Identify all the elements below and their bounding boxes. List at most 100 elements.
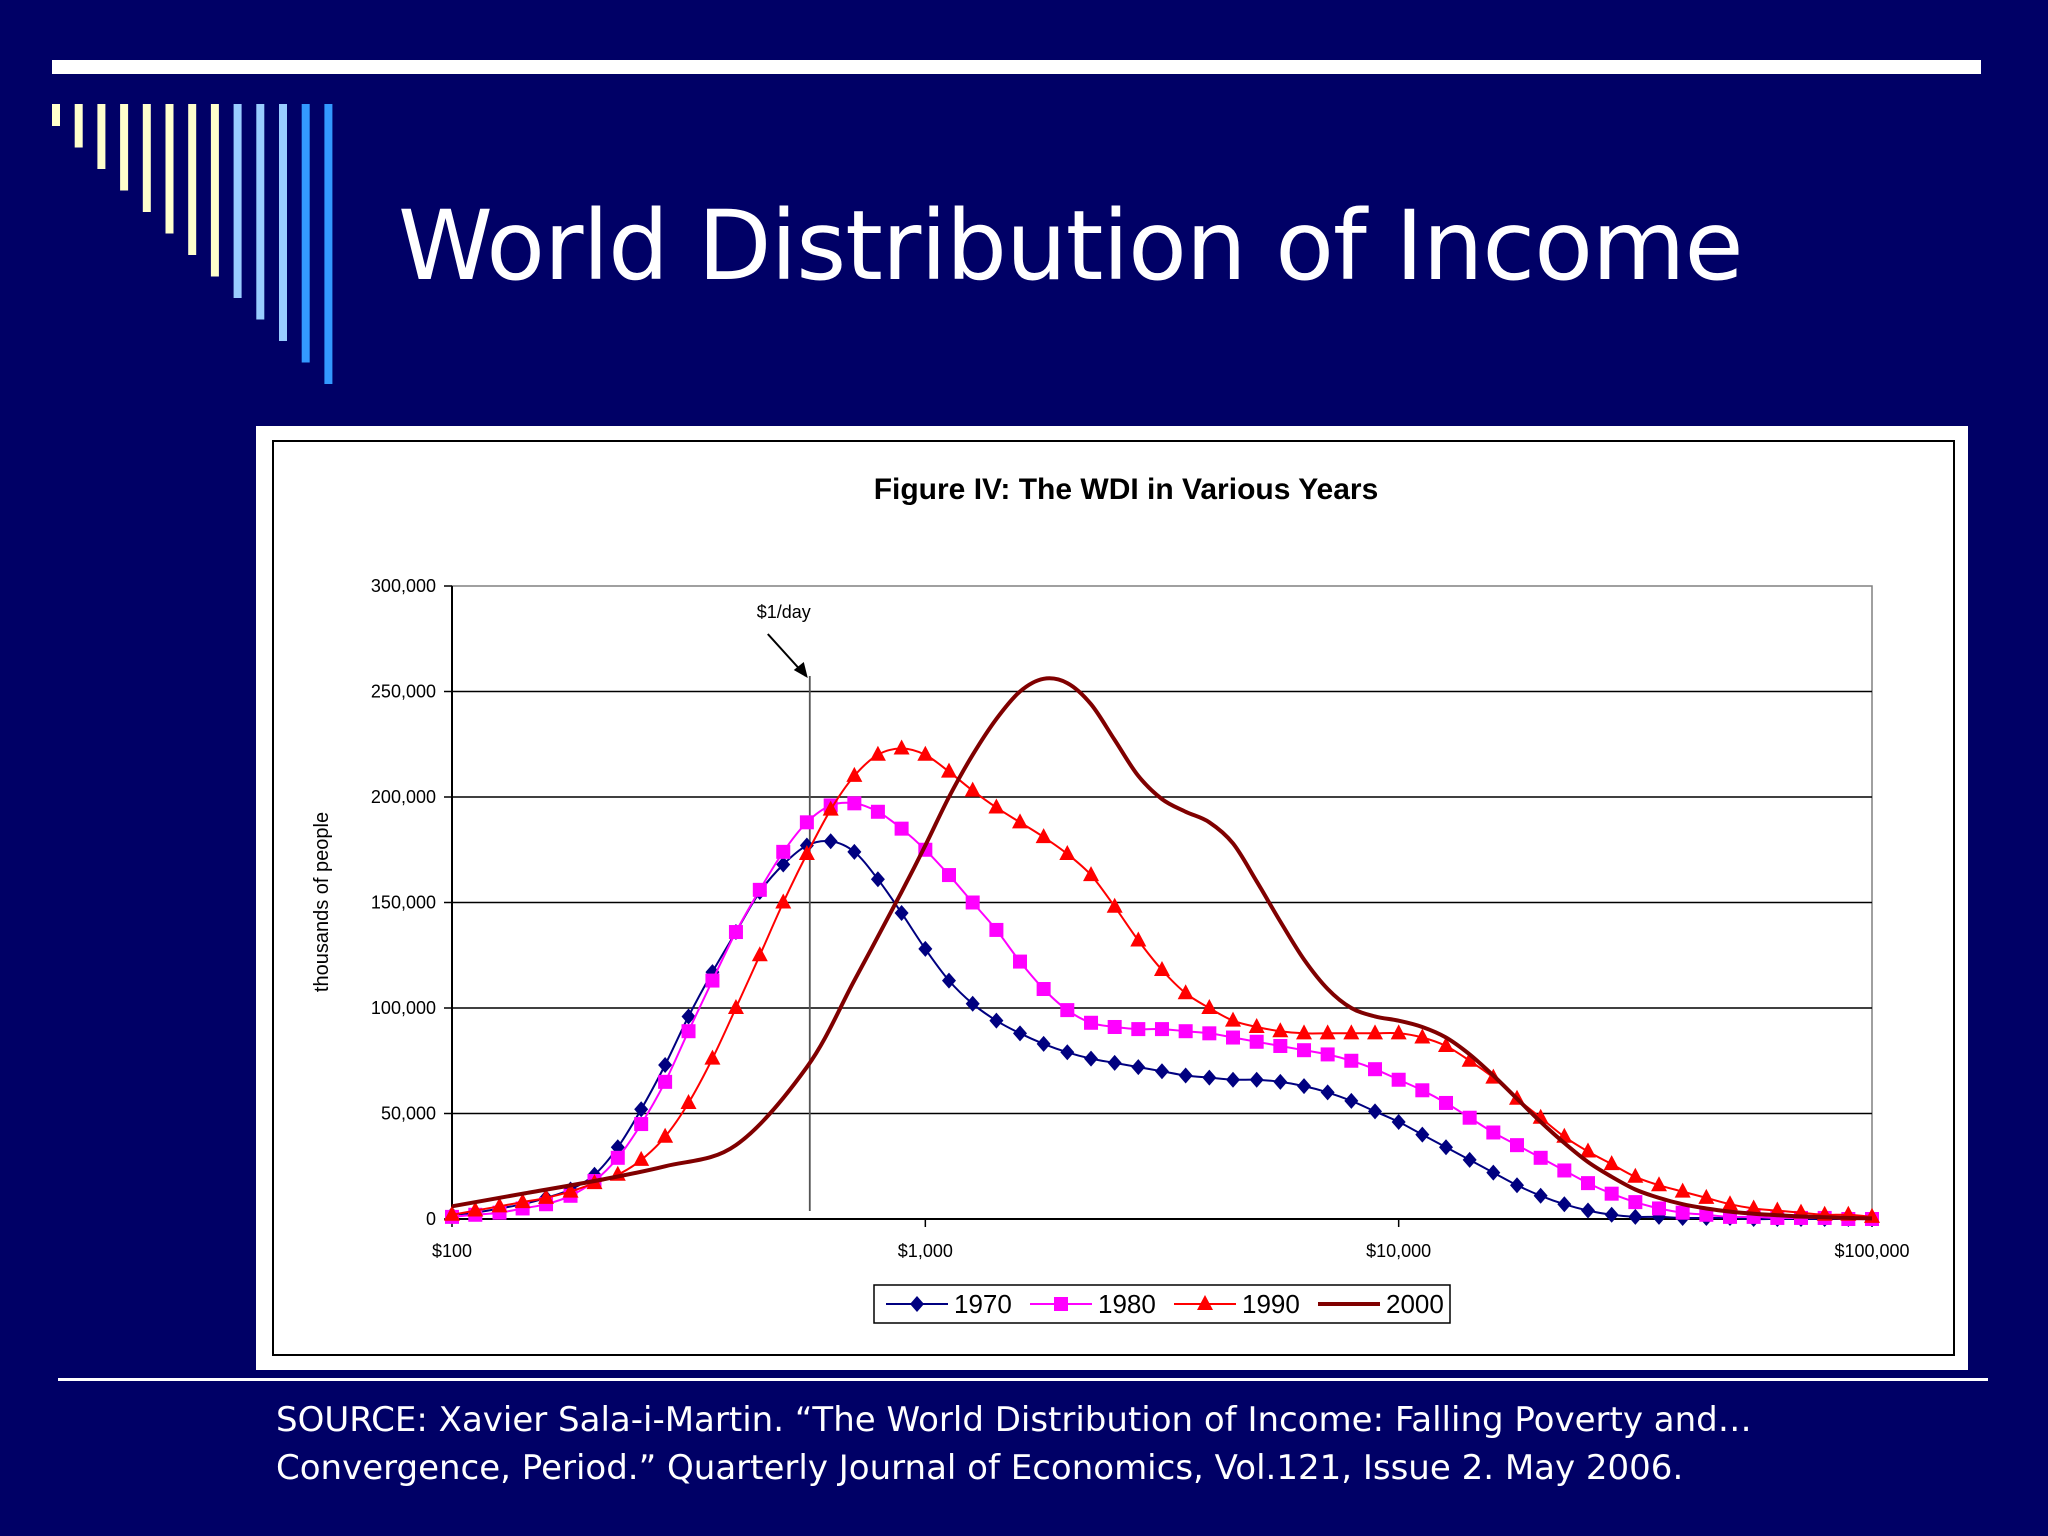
legend-label: 2000 (1386, 1289, 1444, 1319)
data-point-1980 (1533, 1150, 1548, 1165)
data-point-1990 (1343, 1024, 1360, 1040)
data-point-1990 (988, 798, 1005, 814)
data-point-1970 (1107, 1054, 1122, 1071)
data-point-1990 (1083, 866, 1100, 882)
decor-bar (210, 104, 219, 277)
data-point-1990 (1650, 1176, 1667, 1192)
decor-bar (279, 104, 287, 341)
data-point-1990 (964, 781, 981, 797)
decorative-bars (52, 104, 333, 384)
data-point-1970 (1628, 1208, 1643, 1225)
data-point-1970 (1036, 1035, 1051, 1052)
data-point-1970 (1415, 1126, 1430, 1143)
data-point-1990 (1698, 1188, 1715, 1204)
data-point-1980 (1557, 1163, 1572, 1178)
decor-bar (256, 104, 265, 320)
y-tick-label: 0 (426, 1209, 436, 1229)
data-point-1970 (634, 1101, 649, 1118)
data-point-1990 (1580, 1142, 1597, 1158)
data-point-1990 (1201, 999, 1218, 1014)
data-point-1990 (1059, 844, 1076, 860)
data-point-1980 (1604, 1186, 1619, 1201)
x-tick-labels: $100 $1,000 $10,000 $100,000 (432, 1241, 1910, 1261)
data-point-1990 (704, 1049, 721, 1065)
data-point-1970 (918, 940, 933, 957)
data-point-1970 (1297, 1078, 1312, 1095)
data-point-1990 (1437, 1036, 1454, 1052)
source-line-1: SOURCE: Xavier Sala-i-Martin. “The World… (276, 1400, 1752, 1440)
data-point-1990 (869, 745, 886, 761)
data-point-1980 (1462, 1110, 1477, 1125)
data-point-1970 (1510, 1177, 1525, 1194)
data-point-1990 (1769, 1201, 1786, 1217)
top-rule (52, 60, 1981, 74)
data-point-1970 (1557, 1196, 1572, 1213)
source-line-2: Convergence, Period.” Quarterly Journal … (276, 1448, 1684, 1488)
series-1990 (444, 739, 1880, 1223)
data-point-1970 (1249, 1071, 1264, 1088)
data-point-1970 (1320, 1084, 1335, 1101)
data-point-1980 (728, 925, 743, 940)
data-point-1970 (1226, 1071, 1241, 1088)
data-point-1990 (562, 1182, 579, 1198)
data-point-1990 (1367, 1024, 1384, 1040)
data-point-1980 (752, 882, 767, 897)
data-point-1990 (1745, 1199, 1762, 1215)
legend-item-1980: 1980 (1030, 1289, 1156, 1319)
data-point-1980 (1154, 1022, 1169, 1037)
data-point-1980 (965, 895, 980, 910)
x-tick-label: $10,000 (1366, 1241, 1431, 1261)
data-point-1980 (1344, 1053, 1359, 1068)
data-point-1970 (965, 995, 980, 1012)
decor-bar (301, 104, 310, 363)
data-point-1970 (847, 843, 862, 860)
data-point-1970 (1462, 1151, 1477, 1168)
data-point-1990 (917, 745, 934, 761)
data-point-1990 (1414, 1028, 1431, 1044)
dollar-a-day-arrowhead (793, 662, 808, 678)
data-point-1980 (1060, 1003, 1075, 1018)
data-point-1970 (1604, 1206, 1619, 1223)
y-tick-label: 100,000 (371, 998, 436, 1018)
x-tick-label: $100,000 (1834, 1241, 1909, 1261)
data-point-1990 (1106, 897, 1123, 913)
series-1980 (445, 796, 1879, 1226)
y-tick-label: 200,000 (371, 787, 436, 807)
legend-marker (910, 1296, 924, 1312)
data-point-1990 (1130, 931, 1147, 947)
legend-item-2000: 2000 (1318, 1289, 1444, 1319)
decor-bar (324, 104, 333, 384)
decor-bar (233, 104, 242, 298)
data-point-1980 (634, 1117, 649, 1132)
data-point-1980 (1486, 1125, 1501, 1140)
data-point-1970 (823, 833, 838, 850)
legend-label: 1990 (1242, 1289, 1300, 1319)
data-point-1970 (776, 856, 791, 873)
data-point-1980 (1131, 1022, 1146, 1037)
decor-bar (52, 104, 60, 126)
series-line-2000 (451, 676, 1873, 1221)
data-point-1980 (610, 1150, 625, 1165)
y-tick-label: 50,000 (381, 1104, 436, 1124)
data-point-1980 (1178, 1024, 1193, 1039)
data-point-1980 (1628, 1195, 1643, 1210)
data-point-1980 (1368, 1062, 1383, 1077)
data-point-1970 (658, 1056, 673, 1073)
data-point-1990 (1012, 813, 1029, 829)
y-tick-label: 150,000 (371, 893, 436, 913)
data-point-1990 (751, 946, 768, 962)
data-point-1970 (1344, 1092, 1359, 1109)
data-point-1990 (822, 800, 839, 816)
decor-bar (97, 104, 106, 169)
data-point-1980 (776, 844, 791, 859)
series-layer (444, 676, 1880, 1227)
chart-title: Figure IV: The WDI in Various Years (874, 473, 1379, 506)
data-point-1970 (1581, 1202, 1596, 1219)
data-point-1970 (894, 905, 909, 922)
data-point-1970 (1368, 1103, 1383, 1120)
data-point-1990 (1248, 1017, 1265, 1033)
data-point-1990 (775, 893, 792, 909)
data-point-1980 (1202, 1026, 1217, 1041)
data-point-1990 (467, 1201, 484, 1217)
data-point-1980 (1320, 1047, 1335, 1062)
